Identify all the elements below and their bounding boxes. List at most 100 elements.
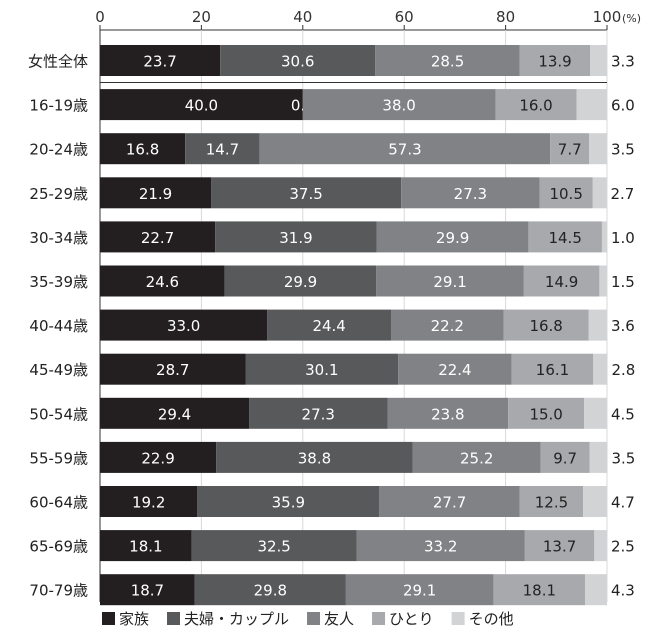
bar-segment xyxy=(100,221,216,253)
data-label: 6.0 xyxy=(611,97,635,115)
data-label: 29.9 xyxy=(436,229,469,247)
bar-segment xyxy=(197,486,380,517)
data-label: 29.9 xyxy=(284,273,317,291)
data-label: 31.9 xyxy=(279,229,312,247)
bar-segment xyxy=(215,221,377,253)
bar-segment xyxy=(583,486,607,517)
bar-segment xyxy=(391,309,504,341)
bar-segment xyxy=(589,441,608,473)
legend-label: 友人 xyxy=(324,610,354,628)
data-label: 16.1 xyxy=(536,361,569,379)
bar-segment xyxy=(376,265,524,297)
data-label: 22.9 xyxy=(141,449,174,467)
bar-segment xyxy=(216,441,413,473)
data-label: 32.5 xyxy=(257,538,290,556)
data-label: 21.9 xyxy=(139,185,172,203)
data-label: 16.8 xyxy=(529,317,562,335)
data-label: 33.2 xyxy=(424,538,457,556)
legend-swatch xyxy=(451,612,465,625)
bar-segment xyxy=(220,45,376,76)
data-label: 18.1 xyxy=(129,538,162,556)
bar-segment xyxy=(593,353,608,385)
data-label: 23.7 xyxy=(143,53,176,71)
data-label: 16.8 xyxy=(126,141,159,159)
x-tick-label: 80 xyxy=(496,8,515,26)
x-tick-label: 0 xyxy=(95,8,105,26)
bar-segment xyxy=(100,574,195,606)
data-label: 3.3 xyxy=(611,53,635,71)
data-label: 18.1 xyxy=(523,582,556,600)
bar-segment xyxy=(495,89,577,121)
data-label: 15.0 xyxy=(529,405,562,423)
data-label: 1.0 xyxy=(611,229,635,247)
category-label: 45-49歳 xyxy=(29,361,88,379)
bar-segment xyxy=(592,177,607,209)
bar-segment xyxy=(100,353,246,385)
bar-segment xyxy=(539,177,593,209)
data-label: 3.5 xyxy=(611,141,635,159)
bar-segment xyxy=(100,441,217,473)
bar-segment xyxy=(589,133,607,165)
data-label: 14.9 xyxy=(545,273,578,291)
legend-swatch xyxy=(167,612,181,625)
data-label: 23.8 xyxy=(431,405,464,423)
category-label: 35-39歳 xyxy=(29,273,88,291)
legend-label: その他 xyxy=(469,610,514,628)
bar-segment xyxy=(100,177,212,209)
bar-segment xyxy=(412,441,541,473)
category-label: 60-64歳 xyxy=(29,494,88,512)
data-label: 12.5 xyxy=(535,494,568,512)
data-label: 4.5 xyxy=(611,405,635,423)
bar-segment xyxy=(519,486,584,517)
bar-segment xyxy=(511,353,594,385)
data-label: 1.5 xyxy=(611,273,635,291)
data-label: 38.8 xyxy=(298,449,331,467)
bar-segment xyxy=(524,530,595,562)
bar-segment xyxy=(267,309,392,341)
bar-segment xyxy=(224,265,377,297)
bar-segment xyxy=(194,574,346,606)
bar-segment xyxy=(576,89,607,121)
bar-segment xyxy=(590,45,607,76)
data-label: 7.7 xyxy=(558,141,582,159)
data-label: 22.7 xyxy=(141,229,174,247)
data-label: 29.4 xyxy=(158,405,191,423)
bar-segment xyxy=(100,309,268,341)
x-axis-unit: (%) xyxy=(622,12,641,25)
bar-segment xyxy=(100,530,192,562)
legend-swatch xyxy=(307,612,321,625)
data-label: 30.6 xyxy=(281,53,314,71)
bar-segment xyxy=(259,133,551,165)
bar-segment xyxy=(550,133,590,165)
bar-segment xyxy=(401,177,540,209)
data-label: 2.5 xyxy=(611,538,635,556)
bar-segment xyxy=(601,221,607,253)
data-label: 37.5 xyxy=(289,185,322,203)
bar-segment xyxy=(584,397,607,429)
category-label: 40-44歳 xyxy=(29,317,88,335)
bar-segment xyxy=(594,530,607,562)
data-label: 3.6 xyxy=(611,317,635,335)
bar-segment xyxy=(588,309,607,341)
data-label: 2.7 xyxy=(610,185,634,203)
bar-segment xyxy=(528,221,602,253)
category-label: 30-34歳 xyxy=(29,229,88,247)
bar-segment xyxy=(387,397,509,429)
data-label: 33.0 xyxy=(167,317,200,335)
data-label: 9.7 xyxy=(553,449,577,467)
bar-segment xyxy=(245,353,399,385)
data-label: 19.2 xyxy=(132,494,165,512)
legend-label: ひとり xyxy=(389,610,434,628)
data-label: 25.2 xyxy=(460,449,493,467)
bar-segment xyxy=(376,221,529,253)
data-label: 30.1 xyxy=(305,361,338,379)
bar-segment xyxy=(379,486,520,517)
bar-segment xyxy=(100,486,198,517)
data-label: 16.0 xyxy=(519,97,552,115)
data-label: 13.7 xyxy=(543,538,576,556)
data-label: 40.0 xyxy=(185,97,218,115)
data-label: 27.3 xyxy=(302,405,335,423)
x-tick-label: 40 xyxy=(293,8,312,26)
data-label: 28.5 xyxy=(431,53,464,71)
